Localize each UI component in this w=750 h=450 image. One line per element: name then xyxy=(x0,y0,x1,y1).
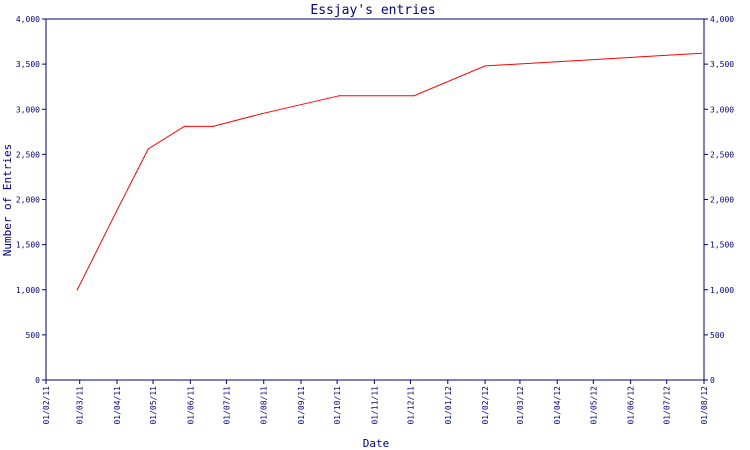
x-tick-label: 01/09/11 xyxy=(297,386,306,425)
chart-title: Essjay's entries xyxy=(310,3,435,18)
x-tick-label: 01/06/11 xyxy=(186,386,195,425)
x-tick-label: 01/04/11 xyxy=(113,386,122,425)
x-tick-label: 01/05/12 xyxy=(589,386,598,425)
y-tick-label-left: 4,000 xyxy=(16,15,40,24)
y-axis-label: Number of Entries xyxy=(1,144,14,257)
y-tick-label-left: 2,000 xyxy=(16,196,40,205)
y-tick-label-right: 2,500 xyxy=(710,150,734,159)
data-point xyxy=(338,95,341,97)
data-point xyxy=(76,289,78,291)
y-tick-label-left: 1,000 xyxy=(16,286,40,295)
x-tick-label: 01/03/11 xyxy=(76,386,85,425)
y-tick-label-left: 0 xyxy=(35,376,40,385)
x-axis-ticks: 01/02/11 01/03/11 01/04/11 01/05/11 01/06/11… xyxy=(42,380,709,425)
x-tick-label: 01/11/11 xyxy=(370,386,379,425)
y-tick-label-right: 1,000 xyxy=(710,286,734,295)
series-line xyxy=(76,52,702,291)
y-tick-label-right: 3,500 xyxy=(710,60,734,69)
x-tick-label: 01/10/11 xyxy=(333,386,342,425)
y-tick-label-right: 2,000 xyxy=(710,196,734,205)
y-tick-label-left: 3,500 xyxy=(16,60,40,69)
data-point xyxy=(183,125,185,127)
x-tick-label: 01/01/12 xyxy=(444,386,453,425)
series-group xyxy=(76,52,703,291)
data-point xyxy=(413,95,415,97)
x-tick-label: 01/03/12 xyxy=(516,386,525,425)
y-tick-label-right: 4,000 xyxy=(710,15,734,24)
y-axis-ticks: 0 0 500 500 1,000 1,000 1,500 1,500 2,000 2,000 2,… xyxy=(16,15,734,385)
data-point xyxy=(147,148,149,150)
plot-frame xyxy=(45,18,705,381)
x-tick-label: 01/07/11 xyxy=(222,386,231,425)
y-tick-label-left: 1,500 xyxy=(16,241,40,250)
data-point xyxy=(484,65,486,67)
x-tick-label: 01/04/12 xyxy=(553,386,562,425)
data-point xyxy=(212,125,214,127)
y-tick-label-right: 0 xyxy=(710,376,715,385)
y-tick-label-right: 3,000 xyxy=(710,105,734,114)
y-tick-label-left: 500 xyxy=(26,331,41,340)
data-point xyxy=(116,209,118,211)
x-tick-label: 01/02/12 xyxy=(481,386,490,425)
x-tick-label: 01/06/12 xyxy=(627,386,636,425)
data-point xyxy=(260,113,262,115)
x-tick-label: 01/08/11 xyxy=(260,386,269,425)
y-tick-label-right: 500 xyxy=(710,331,725,340)
x-axis-label: Date xyxy=(363,437,390,450)
x-tick-label: 01/07/12 xyxy=(663,386,672,425)
x-tick-label: 01/05/11 xyxy=(149,386,158,425)
x-tick-label: 01/08/12 xyxy=(700,386,709,425)
y-tick-label-left: 3,000 xyxy=(16,105,40,114)
data-point xyxy=(700,52,703,54)
x-tick-label: 01/12/11 xyxy=(406,386,415,425)
y-tick-label-right: 1,500 xyxy=(710,241,734,250)
x-tick-label: 01/02/11 xyxy=(42,386,51,425)
y-tick-label-left: 2,500 xyxy=(16,150,40,159)
